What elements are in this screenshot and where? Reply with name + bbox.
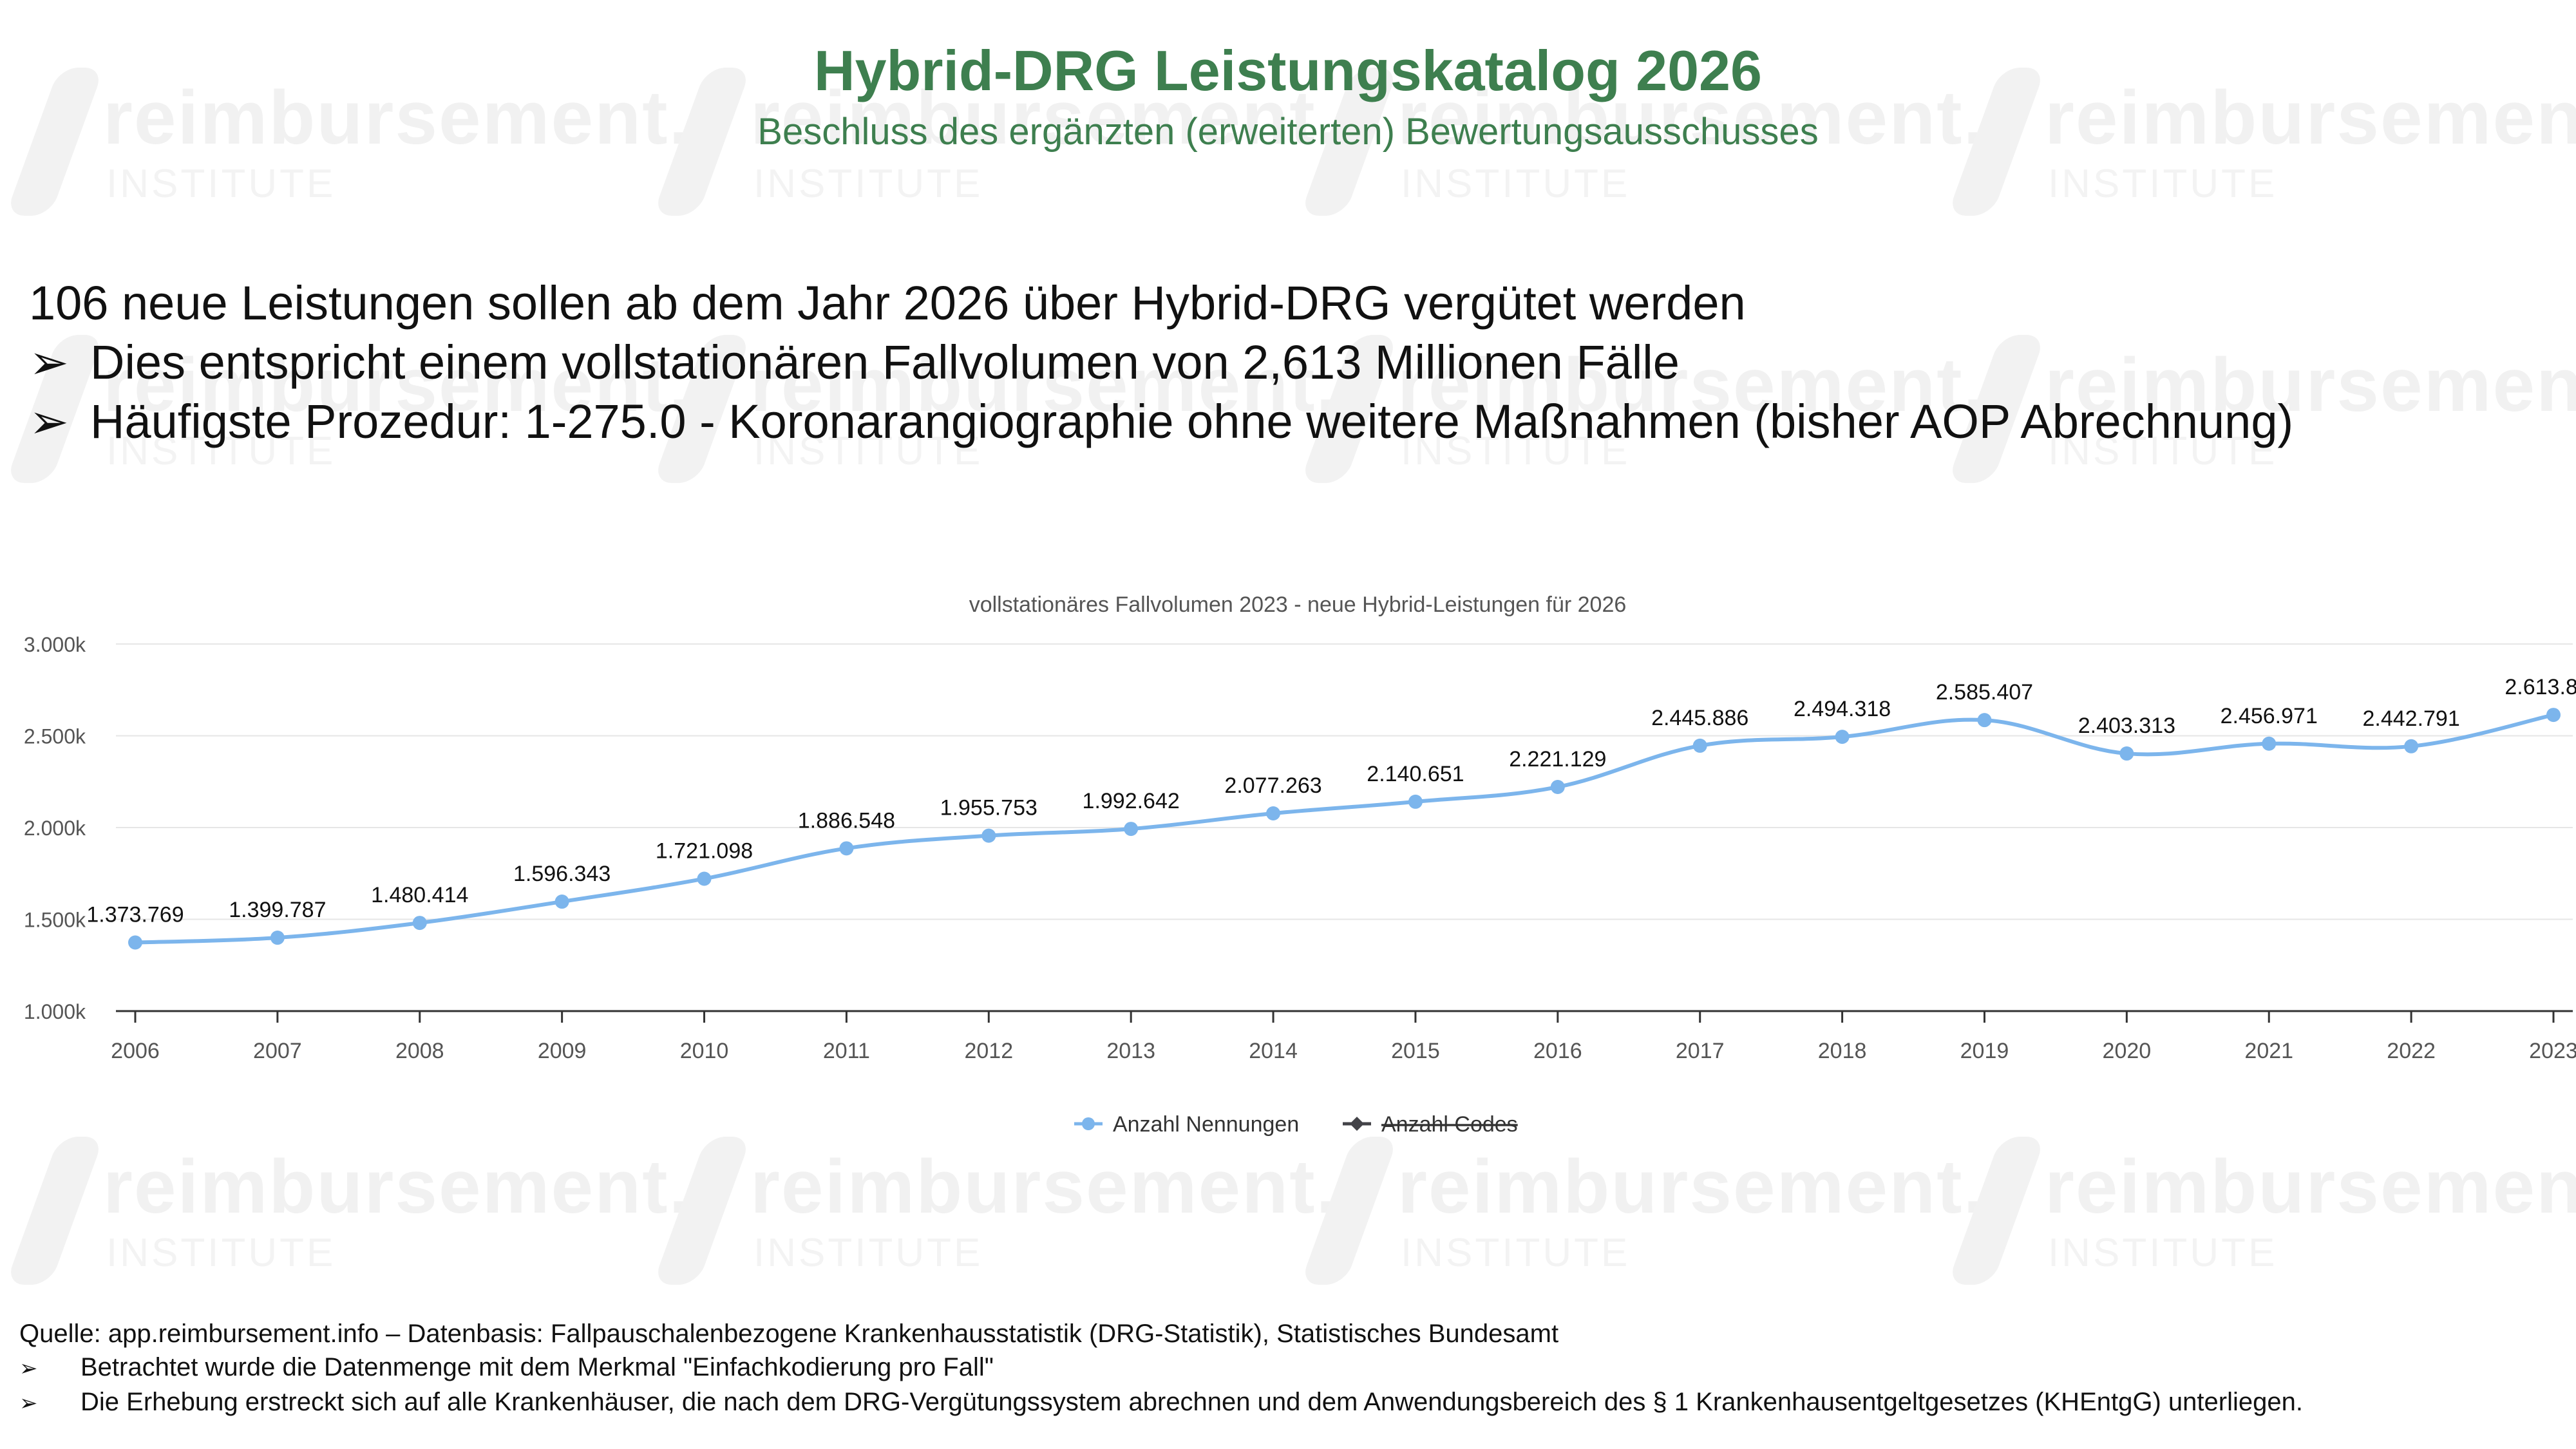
data-label: 1.399.787 xyxy=(229,898,326,922)
x-tick-label: 2015 xyxy=(1391,1039,1440,1063)
data-point xyxy=(270,931,285,945)
data-label: 2.403.313 xyxy=(2078,714,2175,738)
slide-subtitle: Beschluss des ergänzten (erweiterten) Be… xyxy=(757,111,1819,153)
data-label: 1.721.098 xyxy=(656,838,753,863)
data-label: 1.480.414 xyxy=(371,883,468,907)
data-point xyxy=(2262,736,2277,751)
chart-title: vollstationäres Fallvolumen 2023 - neue … xyxy=(969,592,1627,617)
x-tick-label: 2023 xyxy=(2529,1039,2576,1063)
data-label: 1.373.769 xyxy=(86,902,184,927)
x-tick-label: 2008 xyxy=(395,1039,444,1063)
source-line: Quelle: app.reimbursement.info – Datenba… xyxy=(19,1320,1559,1348)
source-notes: Quelle: app.reimbursement.info – Datenba… xyxy=(19,1317,2557,1420)
legend-item-anzahl-codes: Anzahl Codes xyxy=(1381,1112,1518,1137)
data-point xyxy=(2546,708,2561,723)
x-tick-label: 2016 xyxy=(1533,1039,1582,1063)
data-point xyxy=(839,841,854,856)
y-tick-label: 1.500k xyxy=(24,909,86,932)
arrow-bullet-icon: ➢ xyxy=(29,395,70,448)
key-point-text: Häufigste Prozedur: 1-275.0 - Koronarang… xyxy=(90,395,2294,448)
data-label: 2.494.318 xyxy=(1794,697,1891,721)
data-point xyxy=(2404,739,2419,753)
data-point xyxy=(1977,713,1992,728)
x-tick-label: 2019 xyxy=(1960,1039,2009,1063)
data-point xyxy=(1266,806,1281,820)
x-tick-label: 2006 xyxy=(111,1039,160,1063)
data-label: 2.077.263 xyxy=(1224,773,1321,798)
arrow-bullet-icon: ➢ xyxy=(19,1356,38,1381)
data-point xyxy=(2119,746,2134,761)
data-label: 2.585.407 xyxy=(1936,680,2033,705)
x-tick-label: 2014 xyxy=(1249,1039,1298,1063)
x-tick-label: 2012 xyxy=(964,1039,1013,1063)
footnote: ➢ Die Erhebung erstreckt sich auf alle Kr… xyxy=(19,1385,2557,1420)
key-point-headline: 106 neue Leistungen sollen ab dem Jahr 2… xyxy=(29,276,1746,330)
x-tick-label: 2010 xyxy=(680,1039,729,1063)
data-label: 2.442.791 xyxy=(2362,706,2459,731)
data-label: 1.992.642 xyxy=(1083,789,1180,813)
data-point xyxy=(1124,822,1139,837)
chart-canvas: vollstationäres Fallvolumen 2023 - neue … xyxy=(24,592,2576,1137)
legend-marker xyxy=(1082,1117,1095,1130)
x-tick-label: 2013 xyxy=(1106,1039,1155,1063)
arrow-bullet-icon: ➢ xyxy=(19,1391,38,1416)
y-tick-label: 1.000k xyxy=(24,1000,86,1023)
footnote-text: Die Erhebung erstreckt sich auf alle Kra… xyxy=(80,1388,2303,1416)
data-point xyxy=(128,935,142,950)
slide-title: Hybrid-DRG Leistungskatalog 2026 xyxy=(814,39,1762,102)
data-point xyxy=(1835,730,1850,744)
x-tick-label: 2020 xyxy=(2103,1039,2152,1063)
legend-item-anzahl-nennungen: Anzahl Nennungen xyxy=(1113,1112,1299,1137)
x-tick-label: 2017 xyxy=(1676,1039,1725,1063)
data-label: 2.221.129 xyxy=(1509,747,1606,772)
key-points: 106 neue Leistungen sollen ab dem Jahr 2… xyxy=(29,274,2541,451)
series-line-anzahl-nennungen xyxy=(135,713,2554,945)
y-tick-label: 2.500k xyxy=(24,725,86,748)
data-label: 2.140.651 xyxy=(1367,762,1464,786)
x-tick-label: 2009 xyxy=(538,1039,587,1063)
x-tick-label: 2018 xyxy=(1818,1039,1867,1063)
x-tick-label: 2022 xyxy=(2387,1039,2436,1063)
data-label: 2.613.803 xyxy=(2505,675,2576,699)
y-tick-label: 3.000k xyxy=(24,633,86,656)
arrow-bullet-icon: ➢ xyxy=(29,336,70,389)
data-label: 1.955.753 xyxy=(940,796,1037,820)
data-point xyxy=(412,916,427,931)
data-point xyxy=(554,895,569,909)
line-chart: vollstationäres Fallvolumen 2023 - neue … xyxy=(0,580,2576,1159)
y-tick-label: 2.000k xyxy=(24,817,86,840)
legend-marker xyxy=(1350,1117,1364,1131)
data-point xyxy=(697,871,712,886)
data-label: 1.886.548 xyxy=(798,808,895,833)
data-point xyxy=(981,828,996,843)
footnote: ➢ Betrachtet wurde die Datenmenge mit dem… xyxy=(19,1350,2557,1385)
slide-header: Hybrid-DRG Leistungskatalog 2026 Beschlu… xyxy=(0,35,2576,158)
key-point: ➢ Dies entspricht einem vollstationären F… xyxy=(29,333,2541,392)
data-label: 2.456.971 xyxy=(2221,704,2318,728)
data-point xyxy=(1408,794,1423,809)
data-point xyxy=(1550,779,1565,794)
data-label: 2.445.886 xyxy=(1651,706,1748,730)
key-point-text: Dies entspricht einem vollstationären Fa… xyxy=(90,336,1680,389)
key-point: ➢ Häufigste Prozedur: 1-275.0 - Koronaran… xyxy=(29,392,2541,451)
footnote-text: Betrachtet wurde die Datenmenge mit dem … xyxy=(80,1353,994,1381)
x-tick-label: 2021 xyxy=(2244,1039,2293,1063)
x-tick-label: 2007 xyxy=(253,1039,302,1063)
data-point xyxy=(1692,738,1707,753)
data-label: 1.596.343 xyxy=(513,862,611,886)
x-tick-label: 2011 xyxy=(823,1039,870,1063)
